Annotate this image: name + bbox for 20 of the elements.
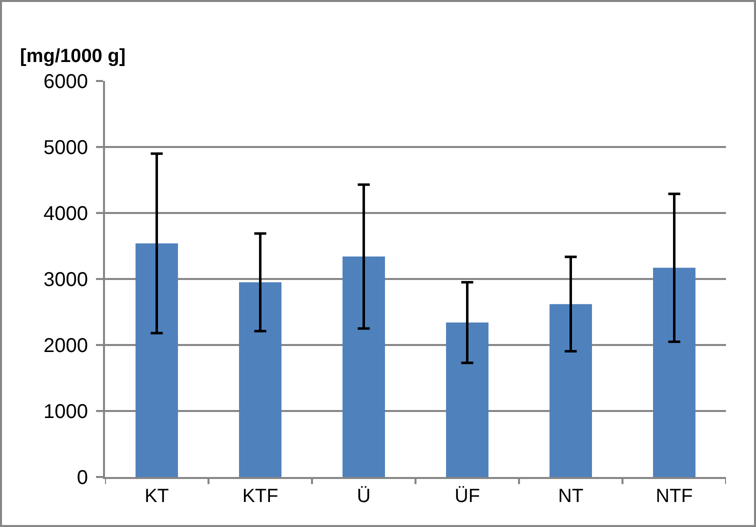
y-tick-label: 2000 [44,335,88,357]
y-tick-label: 3000 [44,269,88,291]
y-tick-label: 4000 [44,203,88,225]
bar [550,304,592,477]
y-tick-label: 0 [76,467,88,489]
bar [446,322,488,477]
bar [653,268,696,477]
bar [136,243,178,477]
y-tick-label: 6000 [44,71,88,93]
x-tick-label: KT [144,486,170,507]
y-axis-title: [mg/1000 g] [20,46,126,67]
x-tick-label: KTF [242,486,278,507]
x-tick-label: ÜF [454,486,480,507]
bar [239,282,282,477]
y-tick-label: 5000 [44,137,88,159]
x-tick-label: NTF [656,486,693,507]
bar [342,256,385,477]
y-tick-label: 1000 [44,401,88,423]
x-tick-label: Ü [356,486,371,507]
x-tick-label: NT [558,486,584,507]
